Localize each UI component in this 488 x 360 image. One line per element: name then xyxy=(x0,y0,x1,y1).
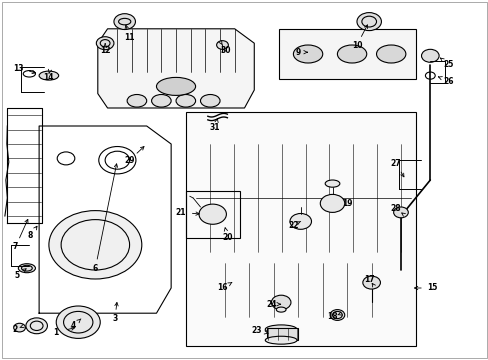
Text: 26: 26 xyxy=(443,77,453,86)
Text: 12: 12 xyxy=(100,46,110,55)
Ellipse shape xyxy=(176,95,195,107)
Ellipse shape xyxy=(39,71,59,80)
Ellipse shape xyxy=(337,45,366,63)
Circle shape xyxy=(421,49,438,62)
Text: 28: 28 xyxy=(390,204,401,213)
Bar xyxy=(266,328,298,340)
Circle shape xyxy=(356,13,381,31)
Ellipse shape xyxy=(19,264,35,273)
Text: 19: 19 xyxy=(341,199,352,208)
Circle shape xyxy=(393,207,407,218)
Polygon shape xyxy=(278,29,415,79)
Circle shape xyxy=(289,213,311,229)
Text: 15: 15 xyxy=(427,284,437,292)
Text: 3: 3 xyxy=(112,314,117,323)
Bar xyxy=(185,112,415,346)
Text: 7: 7 xyxy=(13,242,18,251)
Text: 16: 16 xyxy=(217,284,227,292)
Text: 13: 13 xyxy=(13,64,24,73)
Circle shape xyxy=(320,194,344,212)
Ellipse shape xyxy=(151,95,171,107)
Polygon shape xyxy=(195,144,410,252)
Circle shape xyxy=(199,204,226,224)
Text: 30: 30 xyxy=(220,46,231,55)
Text: 11: 11 xyxy=(124,33,135,42)
Text: 17: 17 xyxy=(363,275,374,284)
Ellipse shape xyxy=(127,95,146,107)
Circle shape xyxy=(49,211,142,279)
Bar xyxy=(185,191,239,238)
Text: 21: 21 xyxy=(175,208,186,217)
Text: 6: 6 xyxy=(93,264,98,273)
Ellipse shape xyxy=(376,45,405,63)
Circle shape xyxy=(271,295,290,310)
Text: 10: 10 xyxy=(351,41,362,50)
Circle shape xyxy=(329,310,344,320)
Circle shape xyxy=(96,37,114,50)
Ellipse shape xyxy=(156,77,195,95)
Text: 14: 14 xyxy=(42,73,53,82)
Text: 9: 9 xyxy=(295,48,300,57)
Text: 20: 20 xyxy=(222,233,232,242)
Text: 22: 22 xyxy=(287,220,298,230)
Text: 23: 23 xyxy=(251,326,262,335)
Ellipse shape xyxy=(264,336,296,344)
Text: 29: 29 xyxy=(124,156,135,165)
Text: 27: 27 xyxy=(390,159,401,168)
Polygon shape xyxy=(200,259,386,324)
Ellipse shape xyxy=(293,45,322,63)
Circle shape xyxy=(56,306,100,338)
Circle shape xyxy=(216,41,228,49)
Text: 25: 25 xyxy=(443,60,453,69)
Text: 8: 8 xyxy=(28,231,33,240)
Text: 1: 1 xyxy=(54,328,59,337)
Ellipse shape xyxy=(264,325,296,334)
Text: 4: 4 xyxy=(71,321,76,330)
Text: 18: 18 xyxy=(326,312,337,321)
Circle shape xyxy=(14,323,25,332)
Circle shape xyxy=(362,276,380,289)
Text: 5: 5 xyxy=(15,271,20,280)
Ellipse shape xyxy=(200,95,220,107)
Polygon shape xyxy=(98,29,254,108)
Ellipse shape xyxy=(276,307,285,312)
Circle shape xyxy=(26,318,47,334)
Circle shape xyxy=(114,14,135,30)
Text: 31: 31 xyxy=(209,123,220,132)
Text: 24: 24 xyxy=(265,300,276,309)
Text: 2: 2 xyxy=(12,325,17,334)
Ellipse shape xyxy=(325,180,339,187)
